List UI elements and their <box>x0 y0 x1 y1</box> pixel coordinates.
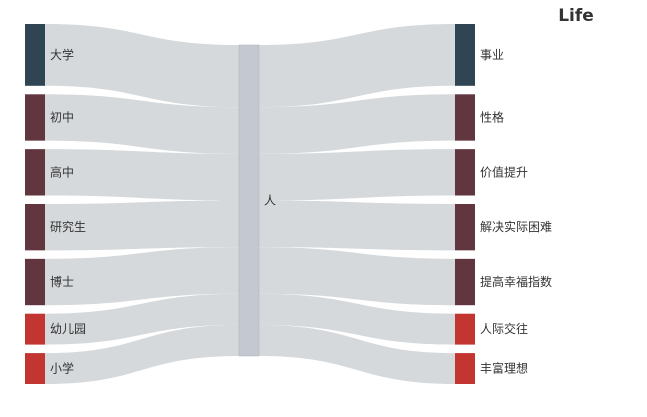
link-in-6[interactable] <box>45 324 239 384</box>
node-right-5[interactable] <box>455 313 475 345</box>
link-in-1[interactable] <box>45 94 239 154</box>
node-right-label-4: 提高幸福指数 <box>480 274 552 289</box>
node-right-label-3: 解决实际困难 <box>480 219 552 234</box>
link-out-4[interactable] <box>259 247 455 306</box>
node-left-label-4: 博士 <box>50 274 74 289</box>
node-right-label-0: 事业 <box>480 48 504 62</box>
node-right-4[interactable] <box>455 258 475 306</box>
link-out-5[interactable] <box>259 293 455 345</box>
node-right-1[interactable] <box>455 94 475 141</box>
node-center[interactable] <box>238 44 260 357</box>
link-in-5[interactable] <box>45 293 239 345</box>
node-left-4[interactable] <box>25 258 45 306</box>
node-left-label-1: 初中 <box>50 109 74 124</box>
node-left-label-2: 高中 <box>50 164 74 179</box>
link-in-0[interactable] <box>45 24 239 108</box>
link-out-3[interactable] <box>259 200 455 251</box>
node-right-label-5: 人际交往 <box>480 321 528 336</box>
chart-title: Life <box>558 6 594 26</box>
node-left-2[interactable] <box>25 149 45 196</box>
link-out-1[interactable] <box>259 94 455 154</box>
node-right-6[interactable] <box>455 353 475 384</box>
node-left-label-5: 幼儿园 <box>50 322 86 336</box>
link-in-3[interactable] <box>45 200 239 251</box>
link-out-2[interactable] <box>259 149 455 201</box>
links <box>45 24 455 384</box>
node-right-0[interactable] <box>455 24 475 86</box>
link-in-2[interactable] <box>45 149 239 201</box>
link-out-0[interactable] <box>259 24 455 108</box>
node-center-label: 人 <box>264 194 276 208</box>
link-out-6[interactable] <box>259 324 455 384</box>
node-left-label-0: 大学 <box>50 47 74 62</box>
node-left-label-6: 小学 <box>50 361 74 376</box>
node-left-1[interactable] <box>25 94 45 141</box>
node-right-label-2: 价值提升 <box>480 164 528 179</box>
link-in-4[interactable] <box>45 247 239 306</box>
node-right-2[interactable] <box>455 149 475 196</box>
node-left-5[interactable] <box>25 313 45 345</box>
node-left-6[interactable] <box>25 353 45 384</box>
node-right-label-6: 丰富理想 <box>480 361 528 376</box>
node-left-label-3: 研究生 <box>50 219 86 234</box>
node-right-label-1: 性格 <box>480 109 504 124</box>
node-left-3[interactable] <box>25 204 45 251</box>
node-right-3[interactable] <box>455 204 475 251</box>
node-left-0[interactable] <box>25 24 45 86</box>
